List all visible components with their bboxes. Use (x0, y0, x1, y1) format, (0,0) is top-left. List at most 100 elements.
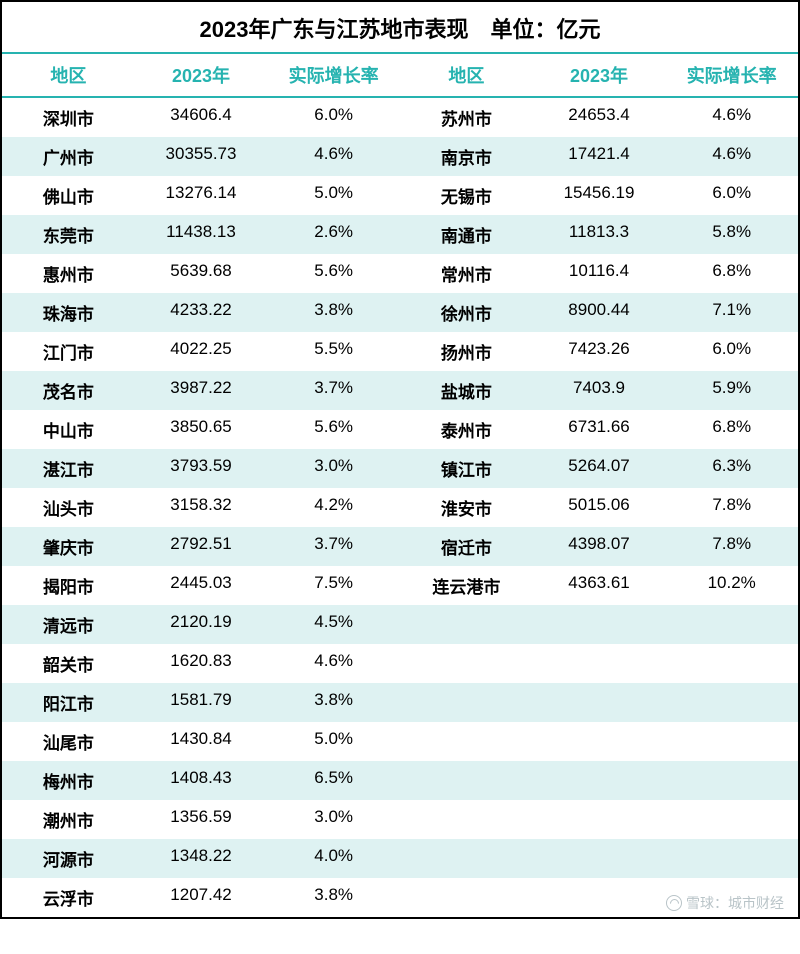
region-cell: 东莞市 (2, 222, 135, 247)
value-cell (665, 651, 798, 676)
value-cell: 8900.44 (533, 300, 666, 325)
value-cell: 4.0% (267, 846, 400, 871)
value-cell: 3.0% (267, 456, 400, 481)
table-row: 河源市1348.224.0% (2, 839, 798, 878)
value-cell: 4.2% (267, 495, 400, 520)
value-cell: 3.0% (267, 807, 400, 832)
value-cell (665, 807, 798, 832)
value-cell: 5264.07 (533, 456, 666, 481)
value-cell: 2120.19 (135, 612, 268, 637)
value-cell (533, 768, 666, 793)
region-cell: 惠州市 (2, 261, 135, 286)
region-cell: 揭阳市 (2, 573, 135, 598)
table-row: 珠海市4233.223.8%徐州市8900.447.1% (2, 293, 798, 332)
value-cell: 2445.03 (135, 573, 268, 598)
table-container: 2023年广东与江苏地市表现 单位：亿元 地区2023年实际增长率地区2023年… (0, 0, 800, 919)
value-cell: 4398.07 (533, 534, 666, 559)
value-cell: 3.7% (267, 378, 400, 403)
value-cell: 5.6% (267, 261, 400, 286)
table-title: 2023年广东与江苏地市表现 单位：亿元 (2, 2, 798, 54)
value-cell: 17421.4 (533, 144, 666, 169)
region-cell: 清远市 (2, 612, 135, 637)
value-cell: 7.8% (665, 534, 798, 559)
table-row: 清远市2120.194.5% (2, 605, 798, 644)
value-cell: 13276.14 (135, 183, 268, 208)
value-cell: 7.5% (267, 573, 400, 598)
region-cell: 茂名市 (2, 378, 135, 403)
value-cell: 7423.26 (533, 339, 666, 364)
region-cell (400, 807, 533, 832)
column-header: 地区 (2, 62, 135, 88)
value-cell: 5.5% (267, 339, 400, 364)
value-cell: 2.6% (267, 222, 400, 247)
table-row: 肇庆市2792.513.7%宿迁市4398.077.8% (2, 527, 798, 566)
value-cell: 3.8% (267, 885, 400, 910)
value-cell: 2792.51 (135, 534, 268, 559)
value-cell (533, 651, 666, 676)
region-cell: 梅州市 (2, 768, 135, 793)
column-header: 2023年 (135, 62, 268, 88)
region-cell: 珠海市 (2, 300, 135, 325)
table-row: 韶关市1620.834.6% (2, 644, 798, 683)
value-cell (533, 690, 666, 715)
value-cell: 5.0% (267, 729, 400, 754)
value-cell: 3850.65 (135, 417, 268, 442)
region-cell: 淮安市 (400, 495, 533, 520)
table-row: 广州市30355.734.6%南京市17421.44.6% (2, 137, 798, 176)
region-cell: 潮州市 (2, 807, 135, 832)
value-cell (665, 612, 798, 637)
value-cell: 6.0% (665, 339, 798, 364)
value-cell: 3987.22 (135, 378, 268, 403)
value-cell (665, 846, 798, 871)
table-row: 揭阳市2445.037.5%连云港市4363.6110.2% (2, 566, 798, 605)
value-cell: 3.8% (267, 690, 400, 715)
value-cell: 1408.43 (135, 768, 268, 793)
value-cell: 5.9% (665, 378, 798, 403)
region-cell: 苏州市 (400, 105, 533, 130)
value-cell (665, 885, 798, 910)
value-cell: 6.0% (665, 183, 798, 208)
region-cell: 盐城市 (400, 378, 533, 403)
value-cell: 10.2% (665, 573, 798, 598)
value-cell: 4022.25 (135, 339, 268, 364)
value-cell: 1581.79 (135, 690, 268, 715)
region-cell: 汕尾市 (2, 729, 135, 754)
value-cell: 5639.68 (135, 261, 268, 286)
value-cell (665, 768, 798, 793)
region-cell: 泰州市 (400, 417, 533, 442)
value-cell: 6.8% (665, 261, 798, 286)
region-cell: 深圳市 (2, 105, 135, 130)
region-cell (400, 651, 533, 676)
value-cell: 4.6% (665, 105, 798, 130)
region-cell: 连云港市 (400, 573, 533, 598)
region-cell: 镇江市 (400, 456, 533, 481)
table-row: 东莞市11438.132.6%南通市11813.35.8% (2, 215, 798, 254)
column-header: 实际增长率 (665, 62, 798, 88)
table-row: 潮州市1356.593.0% (2, 800, 798, 839)
value-cell: 1348.22 (135, 846, 268, 871)
table-row: 汕头市3158.324.2%淮安市5015.067.8% (2, 488, 798, 527)
value-cell: 6731.66 (533, 417, 666, 442)
column-header: 2023年 (533, 62, 666, 88)
value-cell (533, 885, 666, 910)
table-body: 深圳市34606.46.0%苏州市24653.44.6%广州市30355.734… (2, 98, 798, 917)
value-cell: 3158.32 (135, 495, 268, 520)
table-header-row: 地区2023年实际增长率地区2023年实际增长率 (2, 54, 798, 98)
region-cell: 南京市 (400, 144, 533, 169)
region-cell: 河源市 (2, 846, 135, 871)
region-cell: 中山市 (2, 417, 135, 442)
value-cell: 5015.06 (533, 495, 666, 520)
value-cell: 11438.13 (135, 222, 268, 247)
region-cell: 徐州市 (400, 300, 533, 325)
value-cell (533, 846, 666, 871)
region-cell: 广州市 (2, 144, 135, 169)
region-cell (400, 612, 533, 637)
value-cell: 30355.73 (135, 144, 268, 169)
region-cell: 阳江市 (2, 690, 135, 715)
table-row: 阳江市1581.793.8% (2, 683, 798, 722)
value-cell: 1430.84 (135, 729, 268, 754)
region-cell (400, 690, 533, 715)
value-cell: 5.8% (665, 222, 798, 247)
value-cell: 4363.61 (533, 573, 666, 598)
value-cell: 1207.42 (135, 885, 268, 910)
